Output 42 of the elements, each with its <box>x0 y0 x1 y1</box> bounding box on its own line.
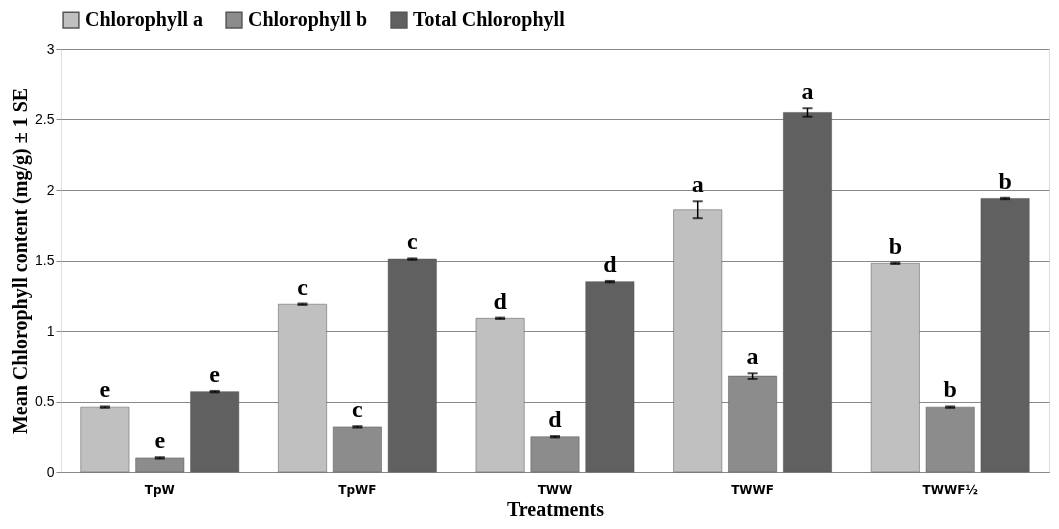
x-tick-label: TpW <box>144 482 175 497</box>
data-label: e <box>209 360 221 387</box>
data-label: d <box>493 287 508 314</box>
data-label: d <box>603 250 618 277</box>
x-tick-label: TpWF <box>338 482 377 497</box>
bar <box>387 258 437 473</box>
data-label: d <box>548 406 563 433</box>
bar <box>475 318 525 473</box>
legend-label: Chlorophyll b <box>248 8 368 32</box>
y-tick-label: 1.5 <box>35 252 55 268</box>
x-tick-label: TWW <box>537 482 573 497</box>
bar <box>980 198 1030 473</box>
bar <box>673 209 723 473</box>
bar <box>278 303 327 473</box>
data-label: a <box>801 78 814 105</box>
data-label: b <box>888 232 902 259</box>
data-label: a <box>746 343 759 370</box>
legend-label: Chlorophyll a <box>85 8 203 32</box>
data-label: c <box>352 396 364 423</box>
bar <box>783 112 832 473</box>
x-tick-label: TWWF½ <box>922 482 978 497</box>
x-axis-title: Treatments <box>506 497 605 520</box>
bar <box>585 281 635 473</box>
data-label: c <box>406 228 418 255</box>
data-label: e <box>99 376 111 403</box>
data-label: c <box>297 273 309 300</box>
data-label: a <box>691 171 704 198</box>
data-label: e <box>154 427 166 454</box>
bar <box>870 263 920 473</box>
y-tick-label: 1 <box>46 322 55 339</box>
y-axis-title: Mean Chlorophyll content (mg/g) ± 1 SE <box>9 87 33 435</box>
data-label: b <box>943 376 957 403</box>
y-tick-label: 2.5 <box>35 111 55 127</box>
legend-label: Total Chlorophyll <box>413 8 566 32</box>
data-label: b <box>998 167 1012 194</box>
y-tick-label: 3 <box>46 40 55 57</box>
bar <box>190 391 240 473</box>
x-tick-label: TWWF <box>731 482 775 497</box>
y-tick-label: 0 <box>46 463 55 480</box>
bar <box>80 406 130 473</box>
y-tick-label: 2 <box>46 181 55 198</box>
y-tick-label: 0.5 <box>35 393 55 409</box>
